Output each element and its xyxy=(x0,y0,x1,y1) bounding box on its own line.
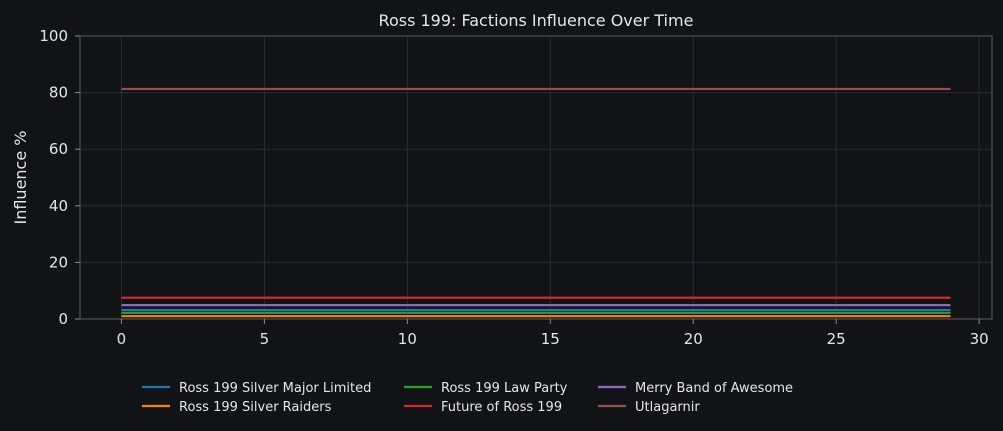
x-tick-label: 0 xyxy=(117,330,127,348)
legend-label: Merry Band of Awesome xyxy=(635,381,793,396)
y-tick-label: 60 xyxy=(49,140,68,158)
plot-frame xyxy=(79,35,993,320)
grid-layer xyxy=(80,35,992,320)
legend-item: Utlagarnir xyxy=(598,400,700,415)
y-tick-label: 100 xyxy=(39,27,68,45)
y-tick-label: 0 xyxy=(58,310,68,328)
x-tick-label: 20 xyxy=(684,330,703,348)
x-tick-label: 30 xyxy=(970,330,989,348)
legend-item: Ross 199 Silver Major Limited xyxy=(142,381,371,396)
legend-item: Ross 199 Silver Raiders xyxy=(142,400,332,415)
series-layer xyxy=(121,87,951,318)
y-axis-label: Influence % xyxy=(11,131,30,225)
y-tick-label: 80 xyxy=(49,84,68,102)
legend-label: Ross 199 Silver Raiders xyxy=(179,400,332,415)
x-tick-label: 15 xyxy=(541,330,560,348)
legend-label: Future of Ross 199 xyxy=(441,400,562,415)
x-tick-label: 5 xyxy=(260,330,270,348)
legend-item: Future of Ross 199 xyxy=(404,400,562,415)
chart-title: Ross 199: Factions Influence Over Time xyxy=(379,11,694,30)
legend-item: Ross 199 Law Party xyxy=(404,381,568,396)
legend-label: Ross 199 Silver Major Limited xyxy=(179,381,371,396)
legend-label: Utlagarnir xyxy=(635,400,700,415)
x-tick-label: 10 xyxy=(398,330,417,348)
y-tick-label: 20 xyxy=(49,253,68,271)
x-tick-label: 25 xyxy=(827,330,846,348)
legend: Ross 199 Silver Major Limited Ross 199 Si… xyxy=(142,381,793,415)
legend-label: Ross 199 Law Party xyxy=(441,381,568,396)
y-tick-label: 40 xyxy=(49,197,68,215)
tick-layer: 0 5 10 15 20 25 30 0 20 40 60 80 100 xyxy=(39,27,988,348)
legend-item: Merry Band of Awesome xyxy=(598,381,793,396)
